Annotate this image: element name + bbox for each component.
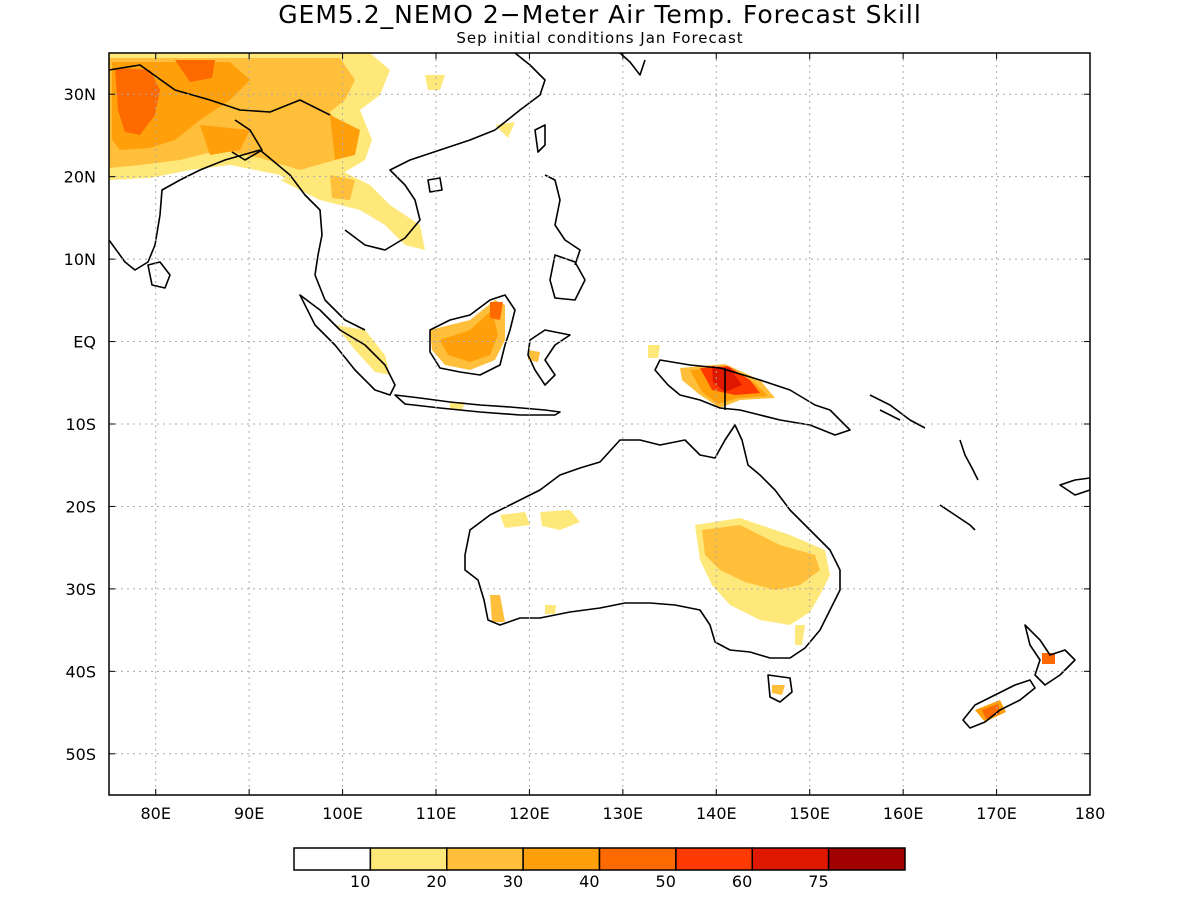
skill-region-australia [545,605,556,614]
coastline-new-zealand-north [1024,624,1076,686]
colorbar-label: 30 [503,872,523,891]
colorbar-swatch [369,847,448,871]
skill-region-borneo [440,310,498,362]
lon-tick-label: 120E [509,804,550,823]
lon-tick-label: 110E [416,804,457,823]
skill-region-south-asia [200,125,250,155]
map-axes: 30N 20N 10N EQ 10S 20S 30S 40S 50S 80E 90E 100E 110E… [64,53,1106,823]
coastline-myanmar-thailand [259,149,366,331]
skill-region-new-guinea [648,345,660,358]
colorbar-label: 50 [656,872,676,891]
lat-tick-label: 30N [64,85,96,104]
lon-tick-label: 150E [789,804,830,823]
coastline-hainan [427,177,443,193]
colorbar-swatch [522,847,601,871]
skill-region-australia [702,525,820,590]
coastline-solomons [869,394,926,429]
coastline-japan [619,53,646,76]
skill-region-tasmania [772,685,785,695]
coastline-india [109,149,261,271]
lat-tick-label: 10N [64,250,96,269]
lon-tick-label: 170E [976,804,1017,823]
lon-tick-label: 130E [603,804,644,823]
coastline-china [494,53,546,131]
coastline-fiji [1059,477,1090,496]
map-grid [109,53,1090,795]
skill-region-south-asia [330,115,360,160]
lat-tick-label: 40S [65,662,96,681]
colorbar-label: 60 [732,872,752,891]
skill-region-sumatra [335,325,390,375]
lat-tick-label: 10S [65,415,96,434]
lat-tick-label: 20N [64,168,96,187]
colorbar-swatch [598,847,677,871]
skill-region-indochina [280,170,425,250]
lon-tick-label: 140E [696,804,737,823]
skill-region-sulawesi [528,350,540,362]
skill-region-indochina [330,175,355,200]
lon-tick-label: 90E [234,804,264,823]
colorbar-swatch [293,847,372,871]
border-himalaya [109,64,331,116]
lon-tick-label: 160E [883,804,924,823]
lat-tick-label: 50S [65,745,96,764]
coastline-sri-lanka [147,261,171,289]
coastline-borneo [429,294,516,376]
colorbar-swatch [675,847,753,871]
lon-tick-label: 100E [322,804,363,823]
coastline-new-zealand-south [962,679,1036,729]
skill-region-new-zealand [982,704,1000,719]
skill-region-australia [500,512,530,528]
skill-shading [109,53,1055,722]
skill-region-south-asia [115,68,160,135]
colorbar-swatch [827,847,906,871]
skill-region-south-asia [175,60,215,82]
coastline-taiwan [534,124,546,153]
lat-tick-label: EQ [73,333,96,352]
skill-region-java [450,402,465,410]
colorbar-swatch [751,847,830,871]
colorbar-label: 75 [808,872,828,891]
colorbar-label: 10 [350,872,370,891]
colorbar-swatch [446,847,524,871]
lon-tick-label: 180 [1075,804,1106,823]
colorbar-label: 20 [426,872,446,891]
chart-title: GEM5.2_NEMO 2−Meter Air Temp. Forecast S… [278,0,922,29]
lat-tick-label: 20S [65,497,96,516]
coastline-sumatra [299,294,396,396]
coastline-indochina [344,129,496,251]
coastline-sulawesi [527,329,571,386]
skill-region-new-zealand [1042,653,1055,664]
colorbar-label: 40 [579,872,599,891]
lat-tick-label: 30S [65,580,96,599]
border-bangladesh [231,119,263,161]
coastline-tasmania [767,674,793,703]
coastline-australia [464,424,841,659]
skill-region-south-asia [495,122,515,138]
skill-region-australia [490,595,505,622]
skill-region-borneo [490,302,503,320]
coastline-vanuatu [959,439,979,481]
coastline-java [394,394,561,416]
skill-region-south-asia [425,75,445,90]
skill-region-australia [540,510,580,530]
colorbar: 10 20 30 40 50 60 75 [293,847,906,891]
coastline-philippines-mindanao [549,254,586,301]
coastlines [109,53,1090,729]
skill-region-new-guinea [712,366,742,392]
skill-region-australia [795,625,805,645]
chart-subtitle: Sep initial conditions Jan Forecast [456,29,744,47]
coastline-philippines-luzon [544,174,581,266]
coastline-new-caledonia [939,504,976,531]
lon-tick-label: 80E [140,804,170,823]
